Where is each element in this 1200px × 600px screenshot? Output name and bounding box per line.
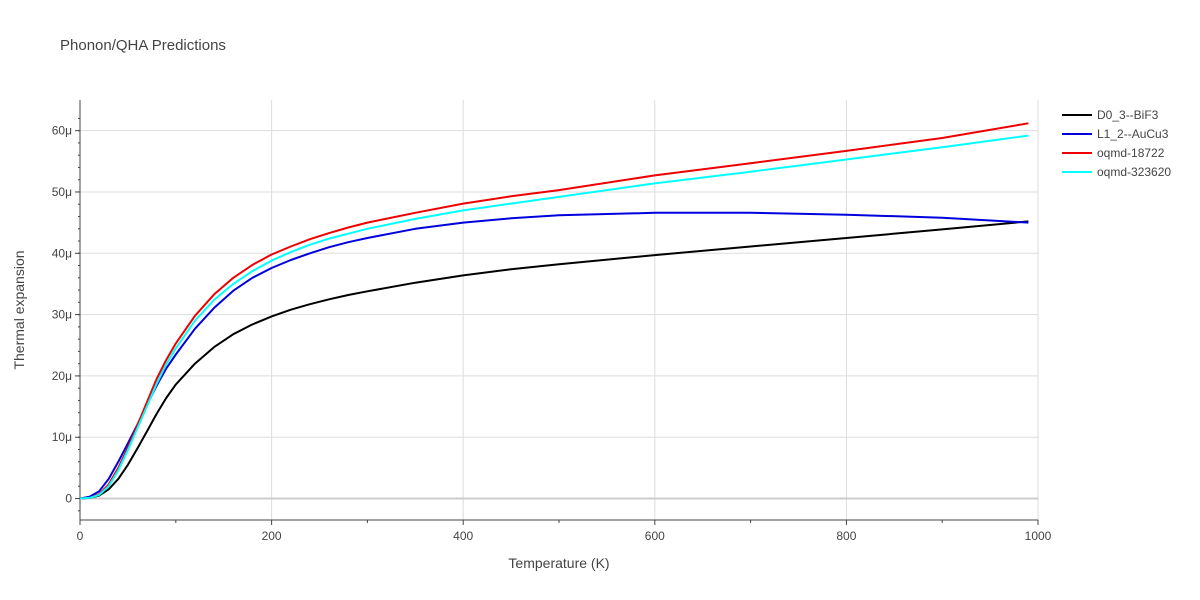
series-line: [79, 220, 1029, 500]
series-line: [79, 211, 1029, 500]
series-line: [79, 122, 1029, 500]
legend-label: D0_3--BiF3: [1097, 108, 1159, 122]
chart-title: Phonon/QHA Predictions: [60, 37, 226, 54]
x-tick-label: 400: [453, 529, 473, 543]
legend-item[interactable]: oqmd-323620: [1062, 165, 1171, 179]
legend-label: oqmd-323620: [1097, 165, 1171, 179]
x-axis-title: Temperature (K): [508, 555, 609, 571]
legend-label: L1_2--AuCu3: [1097, 127, 1169, 141]
series-line: [79, 134, 1029, 500]
legend-item[interactable]: L1_2--AuCu3: [1062, 127, 1169, 141]
plot-lines: [79, 122, 1029, 500]
x-axis-ticks: 0 200 400 600 800 1000: [77, 520, 1052, 543]
x-tick-label: 800: [836, 529, 856, 543]
x-tick-label: 0: [77, 529, 84, 543]
axes: [79, 100, 1038, 521]
legend-item[interactable]: D0_3--BiF3: [1062, 108, 1159, 122]
x-tick-label: 600: [645, 529, 665, 543]
legend-item[interactable]: oqmd-18722: [1062, 146, 1165, 160]
x-tick-label: 200: [262, 529, 282, 543]
x-tick-label: 1000: [1025, 529, 1052, 543]
y-tick-label: 0: [65, 492, 72, 506]
y-tick-label: 50μ: [52, 185, 72, 199]
y-axis-ticks: 0 10μ 20μ 30μ 40μ 50μ 60μ: [52, 117, 80, 512]
y-tick-label: 30μ: [52, 308, 72, 322]
legend[interactable]: D0_3--BiF3 L1_2--AuCu3 oqmd-18722 oqmd-3236…: [1062, 108, 1171, 179]
y-tick-label: 40μ: [52, 246, 72, 260]
gridlines: [80, 100, 1039, 520]
y-tick-label: 60μ: [52, 124, 72, 138]
y-tick-label: 20μ: [52, 369, 72, 383]
legend-label: oqmd-18722: [1097, 146, 1165, 160]
y-axis-title: Thermal expansion: [11, 250, 27, 369]
y-tick-label: 10μ: [52, 430, 72, 444]
